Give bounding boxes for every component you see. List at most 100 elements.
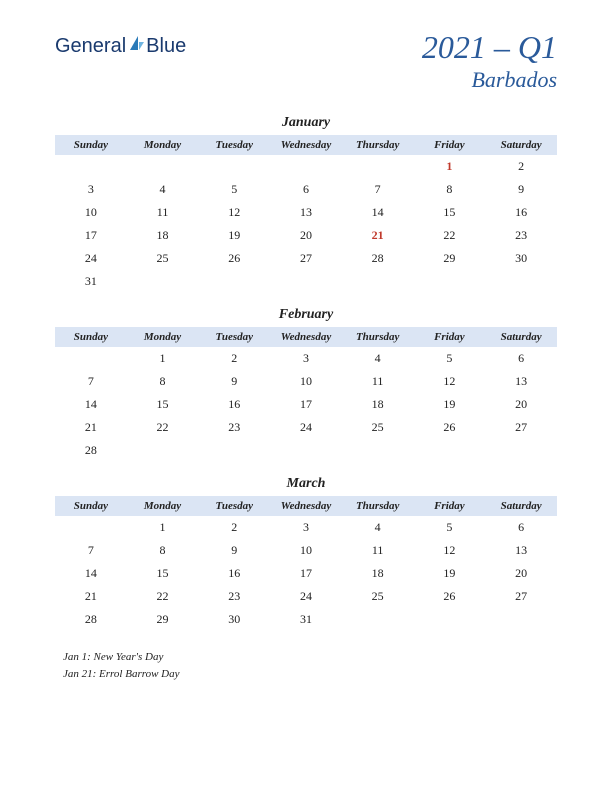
- day-header: Friday: [414, 496, 486, 516]
- calendar-cell: 2: [198, 516, 270, 539]
- calendar-cell: 24: [270, 416, 342, 439]
- calendar-cell: 4: [342, 347, 414, 370]
- calendar-cell: 20: [485, 393, 557, 416]
- calendar-cell: 3: [270, 516, 342, 539]
- day-header: Tuesday: [198, 135, 270, 155]
- calendar-cell: [127, 270, 199, 293]
- calendar-cell: [485, 439, 557, 462]
- calendar-cell: [342, 270, 414, 293]
- month-block: JanuarySundayMondayTuesdayWednesdayThurs…: [55, 115, 557, 293]
- day-header: Sunday: [55, 327, 127, 347]
- calendar-cell: 27: [270, 247, 342, 270]
- calendar-cell: 12: [414, 370, 486, 393]
- calendar-cell: 13: [270, 201, 342, 224]
- calendar-cell: 27: [485, 416, 557, 439]
- holiday-note: Jan 1: New Year's Day: [63, 649, 557, 666]
- calendar-cell: [270, 270, 342, 293]
- calendar-cell: 6: [485, 347, 557, 370]
- calendar-table: SundayMondayTuesdayWednesdayThursdayFrid…: [55, 327, 557, 462]
- calendar-cell: 23: [198, 416, 270, 439]
- calendar-cell: 13: [485, 370, 557, 393]
- calendar-cell: 20: [270, 224, 342, 247]
- calendar-cell: 18: [342, 393, 414, 416]
- month-block: MarchSundayMondayTuesdayWednesdayThursda…: [55, 476, 557, 631]
- calendar-row: 14151617181920: [55, 562, 557, 585]
- calendar-cell: 20: [485, 562, 557, 585]
- month-name: February: [55, 307, 557, 323]
- calendar-cell: [198, 155, 270, 178]
- calendar-cell: 10: [270, 539, 342, 562]
- region-title: Barbados: [422, 67, 557, 93]
- calendar-row: 78910111213: [55, 539, 557, 562]
- calendar-cell: 19: [198, 224, 270, 247]
- calendar-cell: 12: [198, 201, 270, 224]
- calendar-cell: 22: [414, 224, 486, 247]
- calendar-cell: 28: [55, 439, 127, 462]
- holiday-note: Jan 21: Errol Barrow Day: [63, 666, 557, 683]
- calendar-cell: 7: [342, 178, 414, 201]
- calendar-cell: [342, 608, 414, 631]
- day-header: Saturday: [485, 327, 557, 347]
- calendar-cell: 21: [55, 585, 127, 608]
- calendar-cell: 7: [55, 370, 127, 393]
- title-block: 2021 – Q1 Barbados: [422, 30, 557, 93]
- calendar-row: 78910111213: [55, 370, 557, 393]
- calendar-cell: 1: [127, 516, 199, 539]
- calendar-cell: 19: [414, 393, 486, 416]
- calendar-cell: 2: [198, 347, 270, 370]
- calendar-cell: 16: [485, 201, 557, 224]
- calendar-cell: 6: [270, 178, 342, 201]
- calendar-cell: 25: [342, 585, 414, 608]
- calendar-cell: 28: [55, 608, 127, 631]
- day-header: Wednesday: [270, 327, 342, 347]
- calendar-cell: 28: [342, 247, 414, 270]
- calendar-cell: 5: [414, 516, 486, 539]
- header: General Blue 2021 – Q1 Barbados: [55, 30, 557, 93]
- calendar-cell: 18: [127, 224, 199, 247]
- calendar-cell: 16: [198, 393, 270, 416]
- month-name: January: [55, 115, 557, 131]
- calendar-row: 24252627282930: [55, 247, 557, 270]
- month-block: February SundayMondayTuesdayWednesdayThur…: [55, 307, 557, 462]
- calendar-cell: 6: [485, 516, 557, 539]
- calendar-cell: 5: [414, 347, 486, 370]
- day-header: Thursday: [342, 135, 414, 155]
- calendar-cell: 15: [127, 562, 199, 585]
- calendar-cell: [342, 439, 414, 462]
- calendar-cell: 13: [485, 539, 557, 562]
- calendar-cell: 17: [270, 393, 342, 416]
- calendar-cell: [485, 270, 557, 293]
- calendar-cell: 15: [414, 201, 486, 224]
- day-header: Wednesday: [270, 135, 342, 155]
- calendar-cell: [270, 155, 342, 178]
- calendar-row: 123456: [55, 347, 557, 370]
- calendar-cell: 29: [127, 608, 199, 631]
- day-header: Monday: [127, 135, 199, 155]
- calendar-cell: 14: [55, 393, 127, 416]
- calendar-row: 21222324252627: [55, 585, 557, 608]
- calendar-cell: [198, 270, 270, 293]
- calendar-row: 28: [55, 439, 557, 462]
- calendar-cell: [55, 516, 127, 539]
- quarter-title: 2021 – Q1: [422, 30, 557, 65]
- calendar-cell: 19: [414, 562, 486, 585]
- logo-sail-icon: [128, 34, 146, 58]
- day-header: Saturday: [485, 135, 557, 155]
- calendar-cell: 30: [485, 247, 557, 270]
- calendar-cell: 9: [198, 370, 270, 393]
- day-header: Monday: [127, 327, 199, 347]
- calendar-cell: 11: [127, 201, 199, 224]
- calendar-cell: 15: [127, 393, 199, 416]
- holiday-notes: Jan 1: New Year's DayJan 21: Errol Barro…: [55, 649, 557, 682]
- calendar-cell: 17: [55, 224, 127, 247]
- calendar-cell: 9: [485, 178, 557, 201]
- calendar-cell: 26: [198, 247, 270, 270]
- day-header: Thursday: [342, 327, 414, 347]
- calendar-cell: 16: [198, 562, 270, 585]
- calendar-cell: 31: [270, 608, 342, 631]
- calendar-cell: 3: [55, 178, 127, 201]
- calendar-row: 21222324252627: [55, 416, 557, 439]
- calendar-cell: 12: [414, 539, 486, 562]
- calendar-cell: 8: [127, 370, 199, 393]
- calendar-cell: 31: [55, 270, 127, 293]
